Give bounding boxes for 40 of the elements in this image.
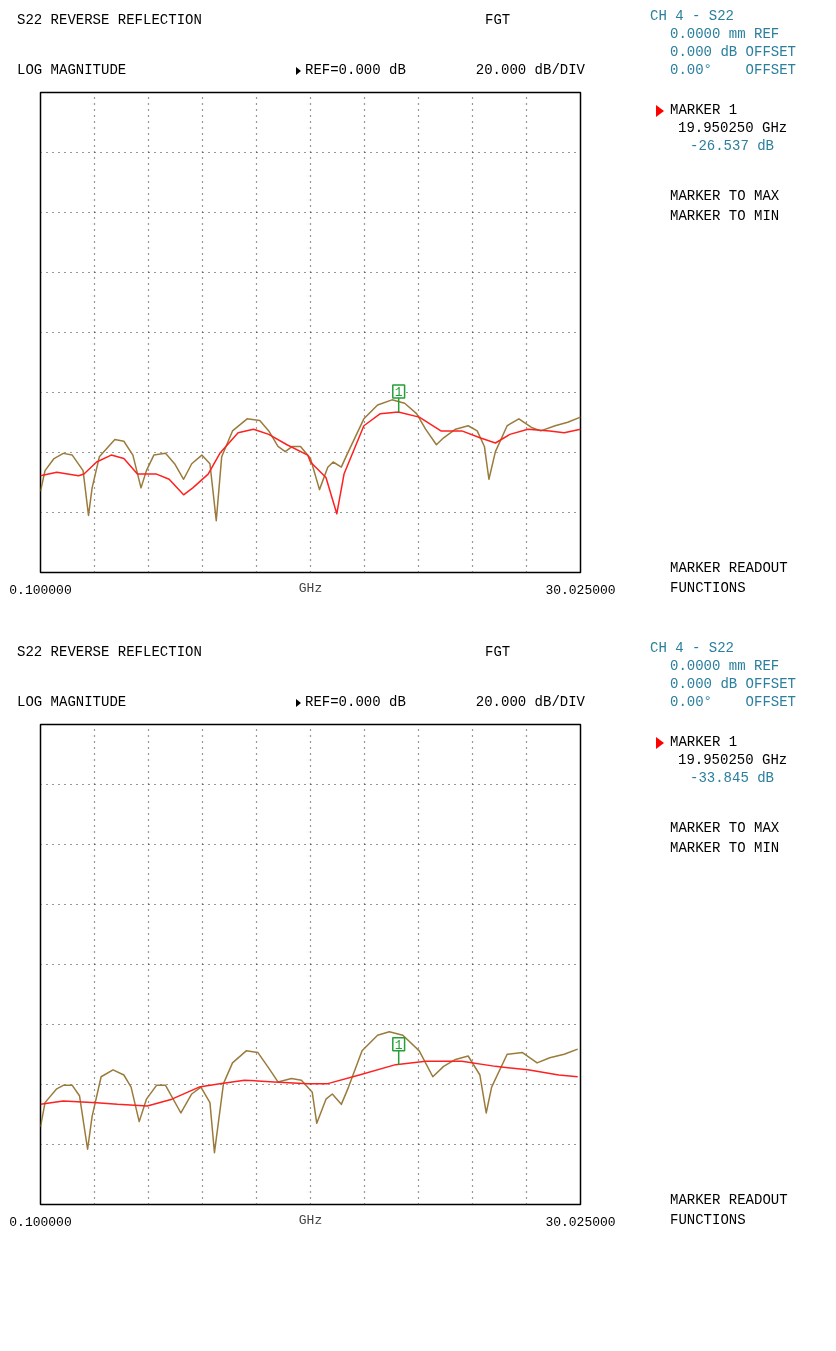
text: FUNCTIONS [670,580,746,597]
text: MARKER TO MIN [670,840,780,857]
text: -26.537 dB [690,138,775,155]
text: 0.0000 mm REF [670,658,780,675]
x-tick-label: 0.100000 [9,582,72,598]
text: MARKER 1 [670,102,738,119]
text: MARKER TO MAX [670,820,780,837]
annotation: 1 [394,1037,403,1053]
text: FGT [485,644,511,661]
x-axis-title: GHz [298,580,323,596]
text: MARKER READOUT [670,1192,788,1209]
text: MARKER 1 [670,734,738,751]
text: LOG MAGNITUDE [17,62,127,79]
text: MARKER TO MAX [670,188,780,205]
x-tick-label: 0.100000 [9,1214,72,1230]
text: 20.000 dB/DIV [475,62,585,79]
x-tick-label: 30.025000 [545,1214,616,1230]
text: 0.000 dB OFFSET [670,44,797,61]
text: 19.950250 GHz [678,752,788,769]
text: LOG MAGNITUDE [17,694,127,711]
text: 0.000 dB OFFSET [670,676,797,693]
text: FUNCTIONS [670,1212,746,1229]
x-axis-title: GHz [298,1212,323,1228]
text: MARKER TO MIN [670,208,780,225]
text: 19.950250 GHz [678,120,788,137]
text: CH 4 - S22 [650,640,735,657]
text: CH 4 - S22 [650,8,735,25]
text: -33.845 dB [690,770,775,787]
text: 20.000 dB/DIV [475,694,585,711]
text: 0.00° OFFSET [670,694,797,711]
chart-title: S22 REVERSE REFLECTION [17,644,202,661]
text: REF=0.000 dB [305,62,406,79]
annotation: 1 [394,384,403,400]
text: REF=0.000 dB [305,694,406,711]
text: 0.0000 mm REF [670,26,780,43]
x-tick-label: 30.025000 [545,582,616,598]
text: 0.00° OFFSET [670,62,797,79]
text: FGT [485,12,511,29]
chart-title: S22 REVERSE REFLECTION [17,12,202,29]
text: MARKER READOUT [670,560,788,577]
